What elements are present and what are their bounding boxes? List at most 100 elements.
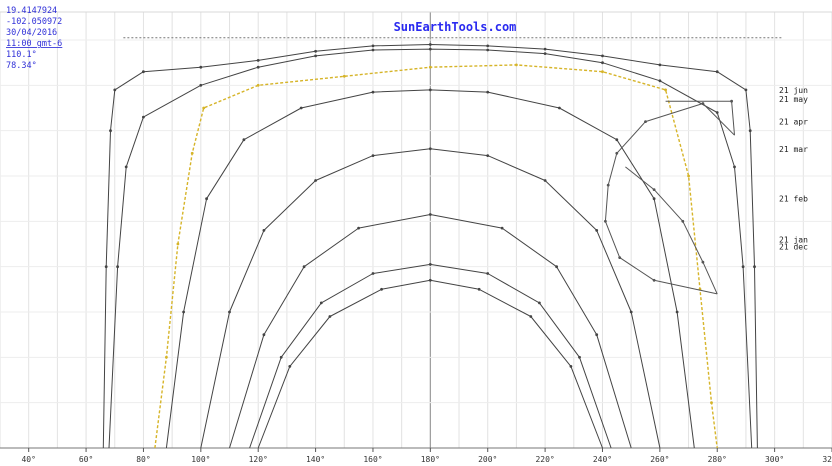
series-point <box>538 301 541 305</box>
x-tick-label: 280° <box>708 455 727 464</box>
info-longitude: -102.050972 <box>6 17 62 27</box>
series-point <box>428 278 432 282</box>
series-point <box>733 165 736 169</box>
series-point <box>578 355 581 359</box>
series-point <box>428 88 432 92</box>
series-point <box>615 151 619 155</box>
series-point <box>730 99 733 103</box>
month-label: 21 dec <box>779 242 808 251</box>
series-point <box>256 59 260 62</box>
series-point <box>371 272 375 275</box>
series-point <box>615 138 619 142</box>
series-point <box>681 219 685 223</box>
series-point <box>142 115 145 119</box>
series-point <box>629 310 633 314</box>
series-point <box>371 44 375 48</box>
series-point <box>113 88 117 92</box>
series-point <box>569 365 573 368</box>
series-point <box>428 47 432 51</box>
month-label: 21 mar <box>779 145 808 154</box>
series-point <box>165 355 168 359</box>
series-point <box>618 256 622 259</box>
series-point <box>199 83 203 87</box>
series-point <box>652 278 656 282</box>
series-point <box>371 48 375 52</box>
series-point <box>486 272 490 275</box>
series-point <box>371 154 375 158</box>
x-tick-label: 240° <box>593 455 612 464</box>
series-point <box>753 265 756 269</box>
x-axis-ticks: 40° 60° 80° 100° 120° 140° 160° 180° 200° 220° 240… <box>21 448 832 464</box>
info-elevation: 78.34° <box>6 61 37 71</box>
series-point <box>543 52 547 55</box>
series-point <box>652 188 656 192</box>
series-point <box>687 174 690 178</box>
series-point <box>558 106 561 110</box>
x-tick-label: 140° <box>306 455 325 464</box>
series-point <box>428 213 432 216</box>
x-tick-label: 320° <box>822 455 832 464</box>
series-point <box>142 70 145 74</box>
month-label: 21 apr <box>779 118 808 127</box>
x-tick-label: 260° <box>650 455 669 464</box>
series-point <box>279 355 283 359</box>
x-tick-label: 80° <box>136 455 150 464</box>
series-point <box>109 129 112 133</box>
series-point <box>477 287 481 291</box>
series-point <box>262 333 266 337</box>
series-point <box>595 229 599 232</box>
x-tick-label: 100° <box>191 455 210 464</box>
series-point <box>124 165 128 169</box>
series-point <box>595 333 599 337</box>
series-point <box>205 197 209 201</box>
x-tick-label: 300° <box>765 455 784 464</box>
x-tick-label: 60° <box>79 455 93 464</box>
series-point <box>319 301 323 305</box>
series-point <box>715 70 719 74</box>
series-point <box>543 179 547 182</box>
series-point <box>606 183 610 187</box>
series-point <box>314 54 317 58</box>
series-point <box>658 63 662 67</box>
series-point <box>652 197 656 201</box>
series-point <box>228 310 231 314</box>
series-point <box>515 63 518 67</box>
series-point <box>299 106 303 110</box>
series-point <box>428 147 432 151</box>
info-latitude: 19.4147924 <box>6 6 57 16</box>
series-point <box>314 49 317 53</box>
month-label: 21 feb <box>779 195 808 204</box>
series-point <box>256 65 260 69</box>
grid <box>0 11 832 449</box>
series-point <box>701 260 705 264</box>
series-point <box>744 88 748 92</box>
series-point <box>701 102 705 105</box>
info-date: 30/04/2016 <box>6 28 57 38</box>
series-point <box>486 90 490 94</box>
series-point <box>658 79 662 83</box>
series-point <box>328 315 332 318</box>
info-time: 11:00 gmt-6 <box>6 39 62 49</box>
series-point <box>601 54 604 58</box>
series-group <box>102 43 758 449</box>
x-tick-label: 180° <box>421 455 440 464</box>
series-point <box>675 310 679 314</box>
series-point <box>601 61 604 65</box>
series-point <box>288 365 292 368</box>
series-point <box>256 83 260 87</box>
series-point <box>190 151 194 155</box>
series-point <box>543 47 547 51</box>
info-block: 19.4147924 -102.050972 30/04/2016 11:00 … <box>6 6 62 71</box>
info-azimuth: 110.1° <box>6 50 37 60</box>
x-tick-label: 40° <box>21 455 35 464</box>
x-tick-label: 120° <box>249 455 268 464</box>
series-point <box>710 401 713 405</box>
series-point <box>486 48 490 52</box>
series-point <box>601 70 604 74</box>
series-point <box>371 90 375 94</box>
series-point <box>604 219 607 223</box>
series-point <box>342 74 346 78</box>
series-point <box>182 310 186 314</box>
